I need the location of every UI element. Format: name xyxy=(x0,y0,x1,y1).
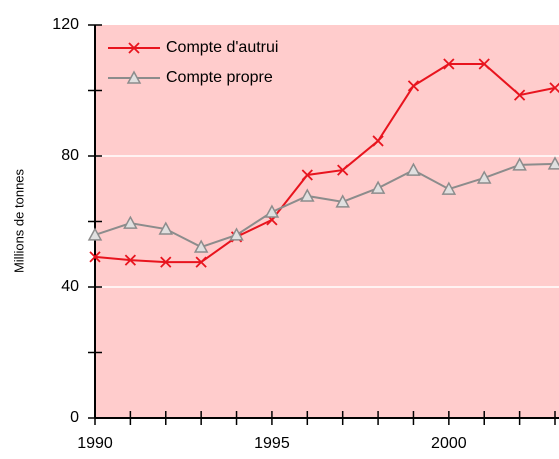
marker xyxy=(549,82,559,94)
marker xyxy=(128,42,140,54)
marker xyxy=(264,204,280,218)
marker xyxy=(513,89,526,101)
marker xyxy=(547,156,559,170)
x-tick-label: 2000 xyxy=(431,435,467,452)
series-line xyxy=(94,62,556,264)
marker xyxy=(476,170,492,184)
marker xyxy=(443,58,455,70)
marker xyxy=(300,188,315,202)
marker xyxy=(123,215,138,229)
marker xyxy=(124,254,137,266)
marker xyxy=(229,227,244,241)
marker xyxy=(441,181,457,195)
x-tick-label: 1995 xyxy=(254,435,290,452)
marker xyxy=(335,194,350,208)
marker xyxy=(337,164,349,176)
y-tick-label: 0 xyxy=(70,409,79,426)
y-axis-label: Millions de tonnes xyxy=(11,168,26,273)
marker xyxy=(158,221,174,235)
marker xyxy=(478,58,490,70)
marker xyxy=(87,227,103,241)
marker xyxy=(370,180,386,194)
plot-background xyxy=(95,25,559,418)
marker xyxy=(301,169,313,181)
marker xyxy=(193,239,209,253)
legend-label: Compte propre xyxy=(166,69,273,86)
y-tick-label: 80 xyxy=(61,147,79,164)
series-line xyxy=(94,162,556,249)
x-tick-label: 1990 xyxy=(77,435,113,452)
marker xyxy=(407,80,420,92)
marker xyxy=(372,135,384,147)
y-tick-label: 40 xyxy=(61,278,79,295)
marker xyxy=(406,162,421,176)
marker xyxy=(126,70,142,84)
marker xyxy=(160,256,172,268)
marker xyxy=(512,157,527,171)
legend-label: Compte d'autrui xyxy=(166,39,278,56)
marker xyxy=(89,251,101,263)
marker xyxy=(195,256,207,268)
y-tick-label: 120 xyxy=(52,16,79,33)
